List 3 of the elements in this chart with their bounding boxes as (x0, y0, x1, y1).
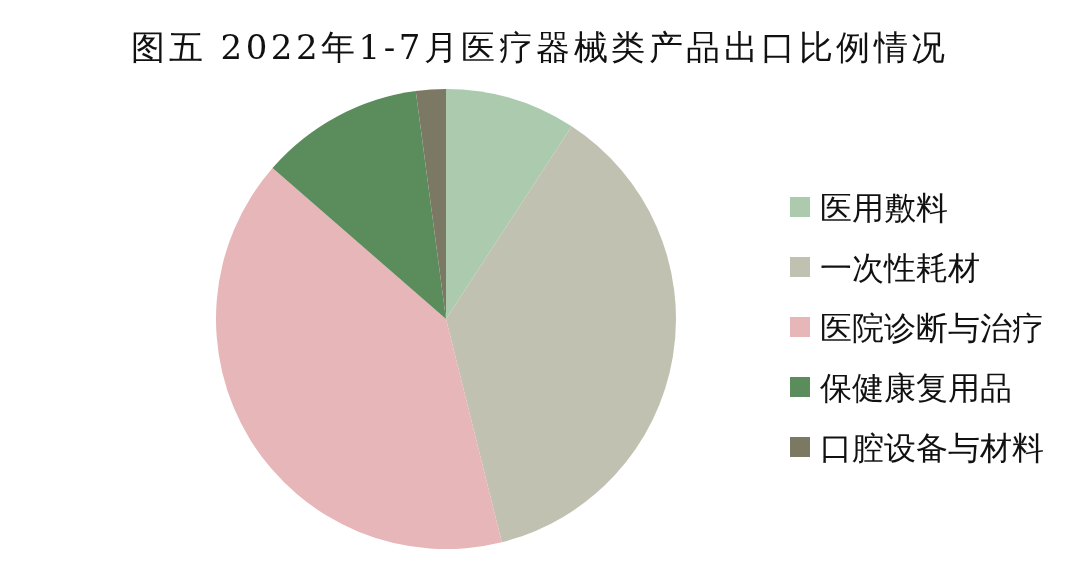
title: 图五 2022年1-7月医疗器械类产品出口比例情况 (131, 27, 949, 67)
legend-label: 一次性耗材 (820, 249, 980, 287)
legend-label: 医用敷料 (820, 189, 948, 227)
